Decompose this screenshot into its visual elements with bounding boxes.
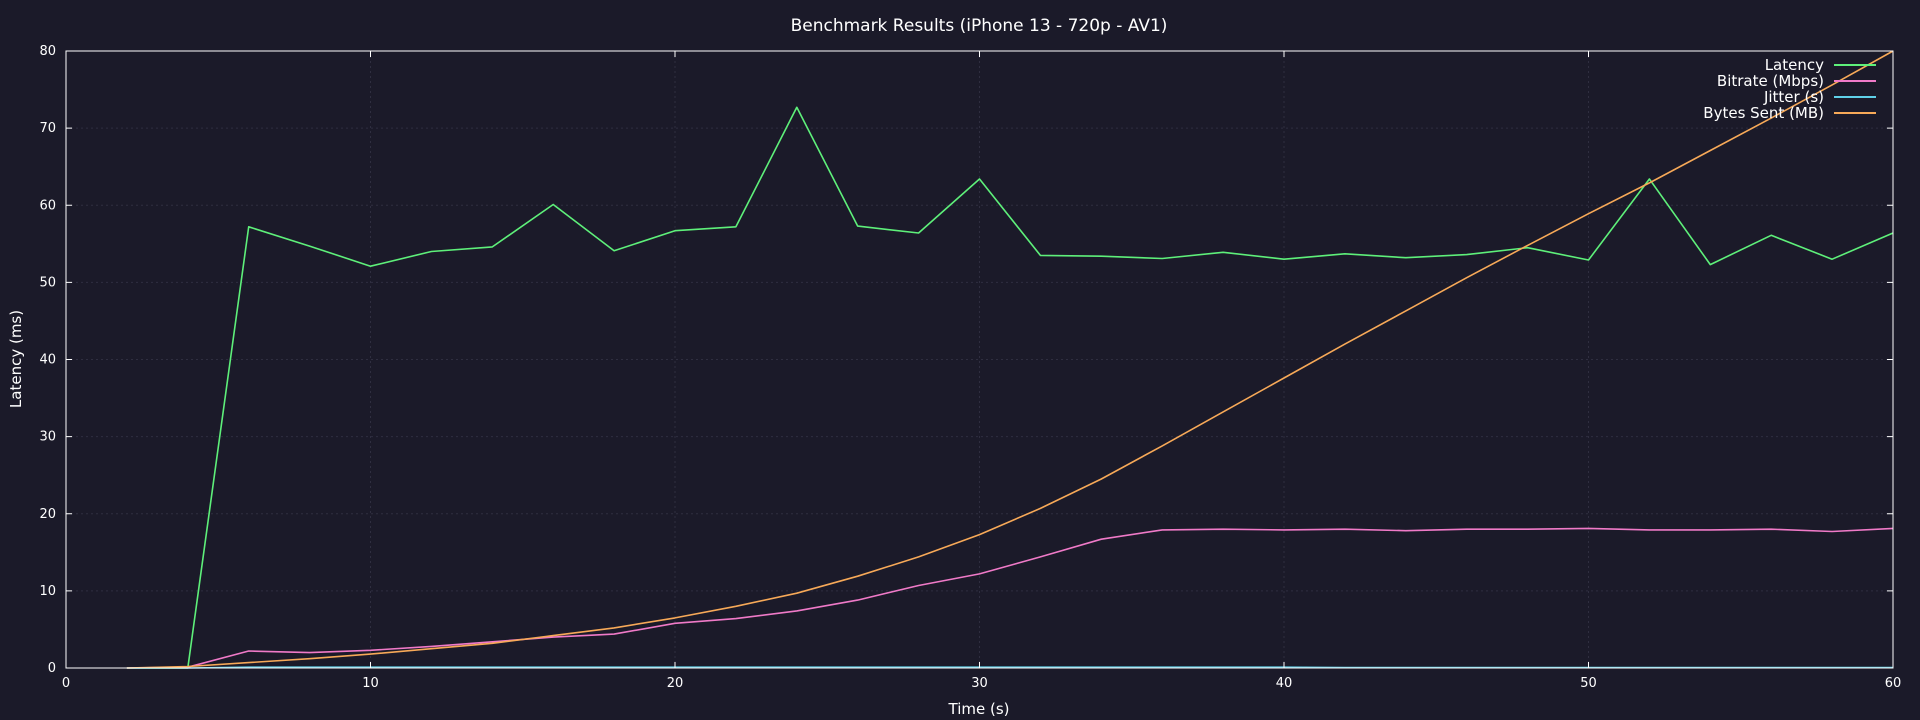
y-tick-label: 10 — [39, 584, 56, 599]
y-tick-label: 40 — [39, 353, 56, 368]
x-tick-label: 50 — [1580, 676, 1597, 691]
x-tick-label: 30 — [971, 676, 988, 691]
y-tick-label: 60 — [39, 198, 56, 213]
y-axis-label: Latency (ms) — [7, 310, 25, 408]
x-tick-label: 60 — [1885, 676, 1902, 691]
x-tick-label: 20 — [667, 676, 684, 691]
x-tick-label: 0 — [62, 676, 70, 691]
axis-ticks: 0 10 20 30 40 50 60 70 80 0 10 20 30 40 50 60 — [39, 44, 1901, 691]
legend-label-jitter-s: Jitter (s) — [1763, 88, 1824, 106]
x-tick-label: 10 — [362, 676, 379, 691]
y-tick-label: 80 — [39, 44, 56, 59]
legend-label-latency: Latency — [1765, 56, 1824, 74]
x-axis-label: Time (s) — [948, 700, 1010, 718]
legend-label-bitrate-mbps: Bitrate (Mbps) — [1717, 72, 1824, 90]
y-tick-label: 0 — [48, 661, 56, 676]
series-lines — [126, 50, 1894, 669]
legend-label-bytes-sent-mb: Bytes Sent (MB) — [1703, 104, 1824, 122]
y-tick-label: 70 — [39, 121, 56, 136]
y-tick-label: 30 — [39, 430, 56, 445]
x-tick-label: 40 — [1276, 676, 1293, 691]
series-line-bitrate-mbps — [126, 527, 1894, 669]
chart-title: Benchmark Results (iPhone 13 - 720p - AV… — [791, 16, 1168, 36]
series-line-bytes-sent-mb — [126, 50, 1894, 669]
y-tick-label: 50 — [39, 275, 56, 290]
series-line-latency — [126, 106, 1894, 669]
y-tick-label: 20 — [39, 507, 56, 522]
